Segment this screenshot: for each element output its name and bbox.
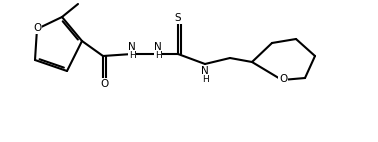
Text: O: O (33, 23, 41, 33)
Text: O: O (279, 74, 287, 84)
Text: H: H (201, 75, 208, 84)
Text: S: S (175, 13, 181, 23)
Text: N: N (154, 42, 162, 52)
Text: O: O (100, 79, 108, 89)
Text: H: H (155, 51, 161, 60)
Text: N: N (128, 42, 136, 52)
Text: N: N (201, 66, 209, 76)
Text: H: H (129, 51, 135, 60)
